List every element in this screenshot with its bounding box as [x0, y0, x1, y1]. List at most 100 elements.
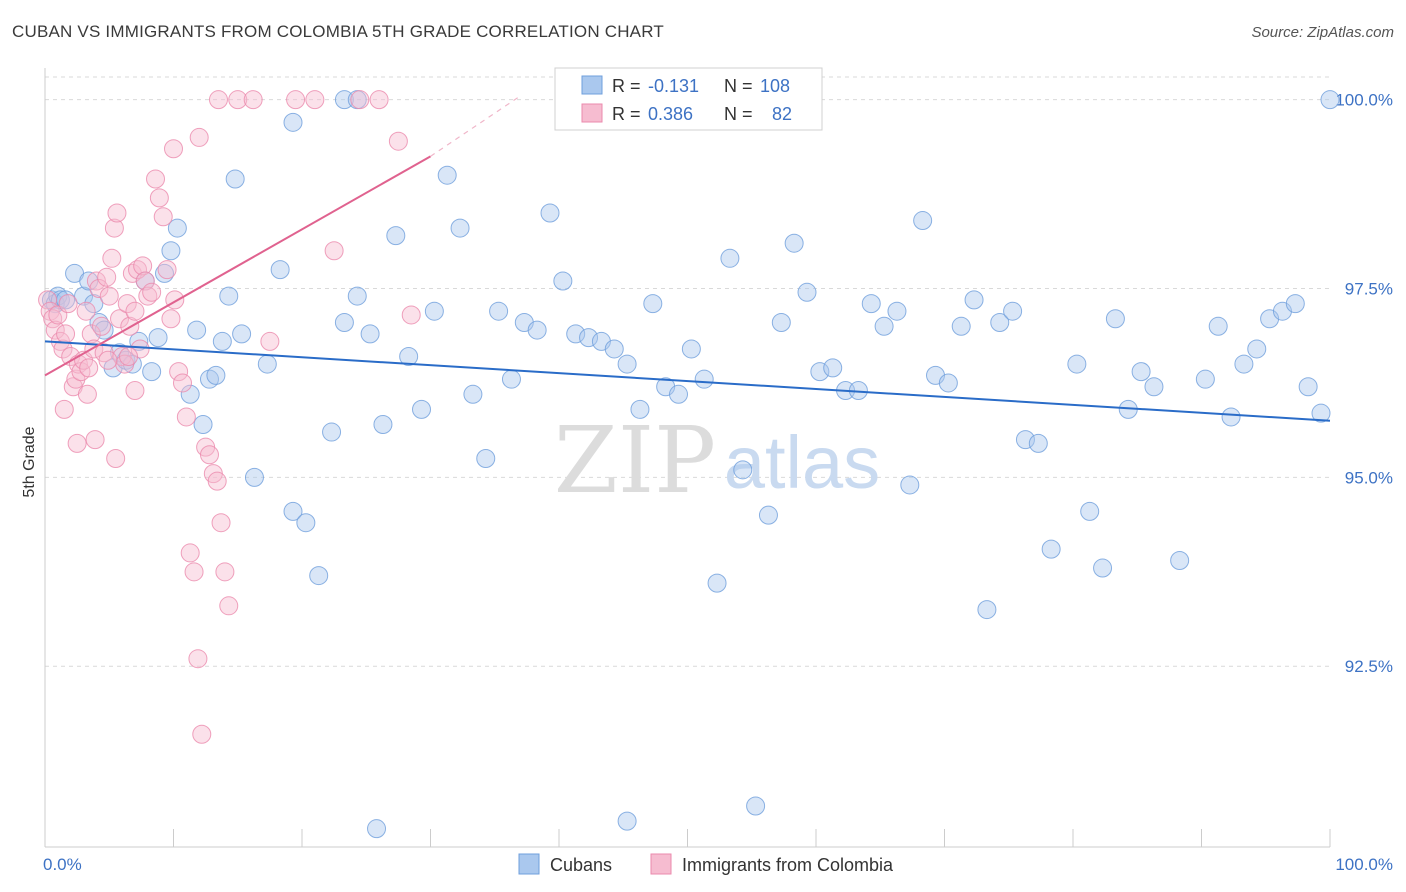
cuban-point: [1080, 501, 1100, 521]
cuban-point: [360, 324, 380, 344]
cuban-point: [1195, 369, 1215, 389]
chart-title: CUBAN VS IMMIGRANTS FROM COLOMBIA 5TH GR…: [12, 22, 664, 41]
y-tick-label: 95.0%: [1345, 468, 1393, 487]
legend-n-value-colombia: 82: [772, 104, 792, 124]
colombia-trend-line: [44, 155, 431, 377]
cuban-point: [1105, 309, 1125, 329]
cuban-point: [437, 165, 457, 185]
y-tick-label: 97.5%: [1345, 280, 1393, 299]
colombia-point: [169, 362, 189, 382]
cuban-point: [187, 320, 207, 340]
colombia-point: [388, 131, 408, 151]
cuban-point: [1311, 403, 1331, 423]
colombia-point: [188, 649, 208, 669]
cuban-point: [1234, 354, 1254, 374]
cuban-point: [964, 290, 984, 310]
cuban-point: [283, 501, 303, 521]
colombia-point: [228, 90, 248, 110]
cuban-point: [334, 313, 354, 333]
series-legend: Cubans Immigrants from Colombia: [518, 853, 894, 875]
cuban-point: [617, 811, 637, 831]
cuban-point: [810, 362, 830, 382]
cuban-point: [347, 286, 367, 306]
colombia-point: [219, 596, 239, 616]
cuban-point: [694, 369, 714, 389]
cuban-point: [322, 422, 342, 442]
colombia-point: [305, 90, 325, 110]
cuban-point: [142, 362, 162, 382]
colombia-point: [92, 316, 112, 336]
colombia-point: [45, 320, 65, 340]
cuban-point: [604, 339, 624, 359]
colombia-point: [38, 290, 58, 310]
cuban-point: [707, 573, 727, 593]
cuban-point: [296, 513, 316, 533]
colombia-point: [97, 267, 117, 287]
colombia-point: [56, 324, 76, 344]
cuban-point: [1028, 433, 1048, 453]
colombia-point: [207, 471, 227, 491]
colombia-point: [243, 90, 263, 110]
legend-r-value-colombia: 0.386: [648, 104, 693, 124]
colombia-point: [172, 373, 192, 393]
cuban-point: [1208, 316, 1228, 336]
colombia-trend-extension: [430, 95, 521, 157]
colombia-point: [125, 381, 145, 401]
colombia-point: [149, 188, 169, 208]
colombia-point: [43, 309, 63, 329]
cuban-point: [148, 328, 168, 348]
colombia-point: [125, 301, 145, 321]
cuban-point: [399, 347, 419, 367]
cuban-point: [900, 475, 920, 495]
colombia-point: [67, 433, 87, 453]
cuban-point: [219, 286, 239, 306]
cuban-point: [527, 320, 547, 340]
cuban-point: [951, 316, 971, 336]
cuban-point: [1003, 301, 1023, 321]
y-tick-label: 92.5%: [1345, 657, 1393, 676]
cuban-point: [784, 233, 804, 253]
bottom-legend-label-colombia: Immigrants from Colombia: [682, 855, 894, 875]
legend-swatch-colombia: [581, 103, 603, 123]
colombia-point: [161, 309, 181, 329]
data-points: [38, 90, 1340, 839]
legend-r-value-cubans: -0.131: [648, 76, 699, 96]
cuban-point: [1015, 430, 1035, 450]
cuban-point: [579, 328, 599, 348]
colombia-point: [104, 218, 124, 238]
colombia-point: [86, 271, 106, 291]
cuban-point: [990, 313, 1010, 333]
cuban-point: [386, 226, 406, 246]
cuban-point: [84, 294, 104, 314]
x-tick-label-max: 100.0%: [1335, 855, 1393, 874]
legend-n-value-cubans: 108: [760, 76, 790, 96]
colombia-point: [180, 543, 200, 563]
cuban-point: [270, 260, 290, 280]
colombia-point: [106, 449, 126, 468]
cuban-point: [212, 331, 232, 351]
colombia-point: [184, 562, 204, 582]
cuban-point: [79, 271, 99, 291]
colombia-point: [211, 513, 231, 533]
colombia-point: [164, 139, 183, 159]
cuban-point: [199, 369, 219, 389]
cuban-point: [566, 324, 586, 344]
colombia-point: [85, 430, 105, 450]
colombia-point: [208, 90, 228, 110]
cuban-point: [1221, 407, 1241, 427]
cuban-point: [155, 263, 175, 283]
cuban-point: [94, 320, 114, 340]
cuban-point: [746, 796, 766, 816]
colombia-point: [176, 407, 196, 427]
cuban-point: [630, 399, 650, 419]
colombia-point: [117, 294, 137, 314]
colombia-point: [107, 203, 127, 223]
cuban-point: [887, 301, 907, 321]
cuban-point: [733, 460, 753, 480]
colombia-point: [79, 358, 99, 378]
cuban-point: [206, 365, 226, 385]
bottom-legend-label-cubans: Cubans: [550, 855, 612, 875]
colombia-point: [54, 399, 74, 419]
cuban-point: [874, 316, 894, 336]
colombia-point: [130, 339, 150, 359]
